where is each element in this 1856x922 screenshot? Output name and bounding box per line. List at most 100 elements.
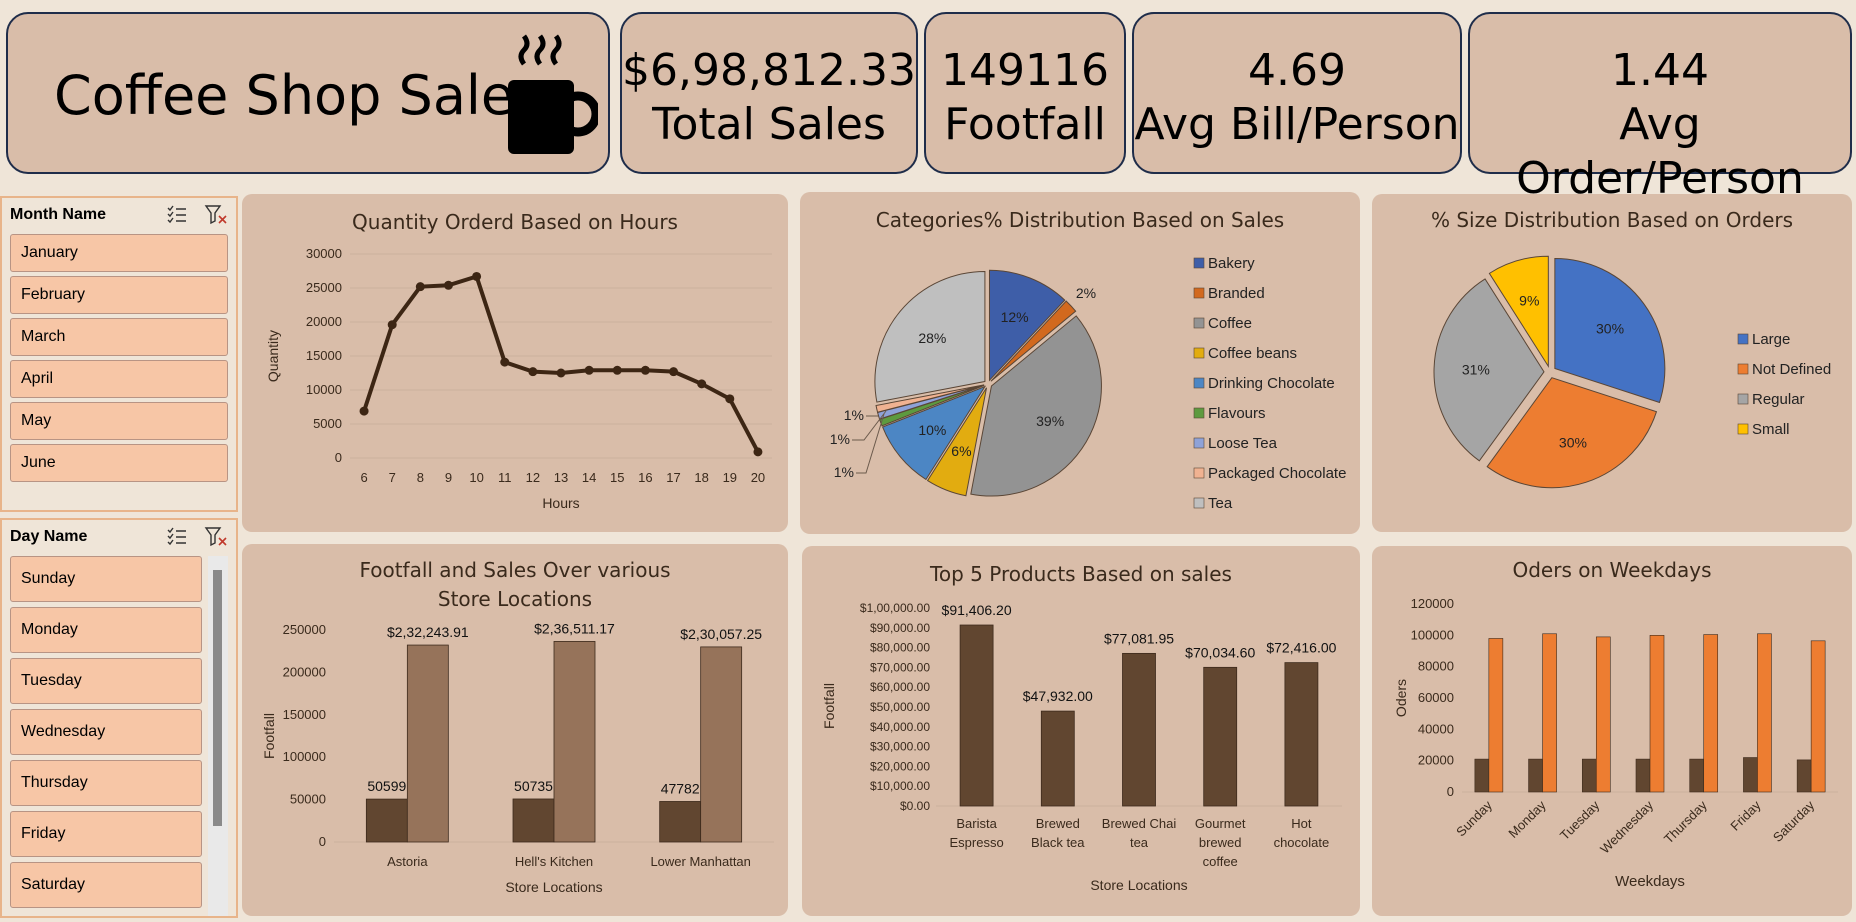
weekday-bar <box>1757 634 1771 792</box>
slicer-scrollbar-track[interactable] <box>208 556 228 916</box>
store-bar <box>407 645 448 842</box>
day-item-sunday[interactable]: Sunday <box>10 556 202 602</box>
y-tick-label: 25000 <box>306 280 342 295</box>
multi-select-icon[interactable] <box>166 526 188 546</box>
day-item-tuesday[interactable]: Tuesday <box>10 658 202 704</box>
y-tick-label: 10000 <box>306 382 342 397</box>
store-bar-chart: 05000010000015000020000025000050599$2,32… <box>242 544 788 916</box>
y-tick-label: $70,000.00 <box>870 660 930 674</box>
bar-data-label: 47782 <box>661 780 700 796</box>
product-bar <box>960 625 993 806</box>
category-data-label: 1% <box>844 407 864 423</box>
day-item-monday[interactable]: Monday <box>10 607 202 653</box>
y-tick-label: $0.00 <box>900 799 930 813</box>
month-item-may[interactable]: May <box>10 402 228 440</box>
size-pie-chart: 30%30%31%9%LargeNot DefinedRegularSmall <box>1372 194 1852 532</box>
categories-pie-chart: 12%2%39%6%10%1%1%1%28%BakeryBrandedCoffe… <box>800 192 1360 534</box>
x-tick-label: 7 <box>389 470 396 485</box>
bar-data-label: $2,32,243.91 <box>387 624 469 640</box>
legend-swatch <box>1738 394 1748 404</box>
clear-filter-icon[interactable] <box>204 526 228 548</box>
data-point <box>388 320 397 329</box>
y-tick-label: 0 <box>319 834 326 849</box>
x-tick-label: Barista Espresso <box>949 816 1003 850</box>
product-bar <box>1041 711 1074 806</box>
legend-label: Loose Tea <box>1208 435 1278 452</box>
size-chart-panel: % Size Distribution Based on Orders 30% 3… <box>1372 194 1852 532</box>
legend-label: Bakery <box>1208 255 1255 272</box>
data-point <box>557 369 566 378</box>
bar-data-label: $72,416.00 <box>1266 640 1336 656</box>
x-tick-label: 17 <box>666 470 680 485</box>
clear-filter-icon[interactable] <box>204 204 228 226</box>
avg-bill-card: 4.69 Avg Bill/Person <box>1132 12 1462 174</box>
legend-swatch <box>1738 424 1748 434</box>
store-chart-panel: Footfall and Sales Over various Store Lo… <box>242 544 788 916</box>
day-item-saturday[interactable]: Saturday <box>10 862 202 908</box>
day-item-friday[interactable]: Friday <box>10 811 202 857</box>
page-title: Coffee Shop Sales <box>54 64 542 128</box>
y-axis-label: Oders <box>1393 679 1409 717</box>
bar-data-label: $47,932.00 <box>1023 688 1093 704</box>
legend-swatch <box>1194 378 1204 388</box>
legend-swatch <box>1194 348 1204 358</box>
legend-label: Tea <box>1208 495 1233 512</box>
bar-data-label: $91,406.20 <box>942 602 1012 618</box>
y-tick-label: $1,00,000.00 <box>860 601 930 615</box>
bar-data-label: $70,034.60 <box>1185 644 1255 660</box>
day-item-wednesday[interactable]: Wednesday <box>10 709 202 755</box>
legend-swatch <box>1738 334 1748 344</box>
day-item-thursday[interactable]: Thursday <box>10 760 202 806</box>
legend-swatch <box>1194 498 1204 508</box>
data-point <box>697 379 706 388</box>
hours-line-chart: 0500010000150002000025000300006 7 8 9 10 11 12… <box>242 194 788 532</box>
x-tick-label: 16 <box>638 470 652 485</box>
products-bar-chart: $0.00$10,000.00$20,000.00$30,000.00$40,0… <box>802 546 1360 916</box>
day-slicer-title: Day Name <box>10 528 87 546</box>
y-tick-label: $90,000.00 <box>870 621 930 635</box>
multi-select-icon[interactable] <box>166 204 188 224</box>
weekday-bar <box>1650 635 1664 792</box>
x-tick-label: Lower Manhattan <box>650 854 750 869</box>
data-point <box>444 281 453 290</box>
legend-swatch <box>1738 364 1748 374</box>
y-tick-label: 20000 <box>306 314 342 329</box>
size-data-label: 30% <box>1559 435 1587 451</box>
x-tick-label: Hell's Kitchen <box>515 854 593 869</box>
month-item-february[interactable]: February <box>10 276 228 314</box>
x-tick-label: 11 <box>498 470 512 485</box>
month-slicer-title: Month Name <box>10 206 106 224</box>
x-axis-label: Weekdays <box>1615 873 1685 890</box>
x-tick-label: Brewed Chai tea <box>1102 816 1177 850</box>
data-point <box>725 394 734 403</box>
y-tick-label: 50000 <box>290 792 326 807</box>
data-point <box>641 366 650 375</box>
x-tick-label: 19 <box>723 470 737 485</box>
data-point <box>753 447 762 456</box>
month-item-april[interactable]: April <box>10 360 228 398</box>
month-item-march[interactable]: March <box>10 318 228 356</box>
size-data-label: 30% <box>1596 320 1624 336</box>
legend-swatch <box>1194 468 1204 478</box>
category-data-label: 39% <box>1036 413 1064 429</box>
y-tick-label: 250000 <box>283 622 326 637</box>
avg-order-value: 1.44 <box>1470 44 1850 98</box>
legend-swatch <box>1194 258 1204 268</box>
legend-label: Packaged Chocolate <box>1208 465 1346 482</box>
weekday-bar <box>1596 637 1610 792</box>
x-tick-label: Thursday <box>1661 797 1710 846</box>
bar-data-label: $2,30,057.25 <box>680 626 762 642</box>
size-data-label: 31% <box>1462 362 1490 378</box>
legend-label: Flavours <box>1208 405 1266 422</box>
slicer-scrollbar-thumb[interactable] <box>213 570 222 826</box>
month-item-january[interactable]: January <box>10 234 228 272</box>
x-tick-label: 20 <box>751 470 765 485</box>
x-tick-label: 18 <box>694 470 708 485</box>
data-point <box>613 366 622 375</box>
category-data-label: 12% <box>1001 309 1029 325</box>
y-axis-label: Footfall <box>261 713 277 759</box>
data-point <box>528 367 537 376</box>
y-tick-label: $50,000.00 <box>870 700 930 714</box>
y-tick-label: 5000 <box>313 416 342 431</box>
month-item-june[interactable]: June <box>10 444 228 482</box>
